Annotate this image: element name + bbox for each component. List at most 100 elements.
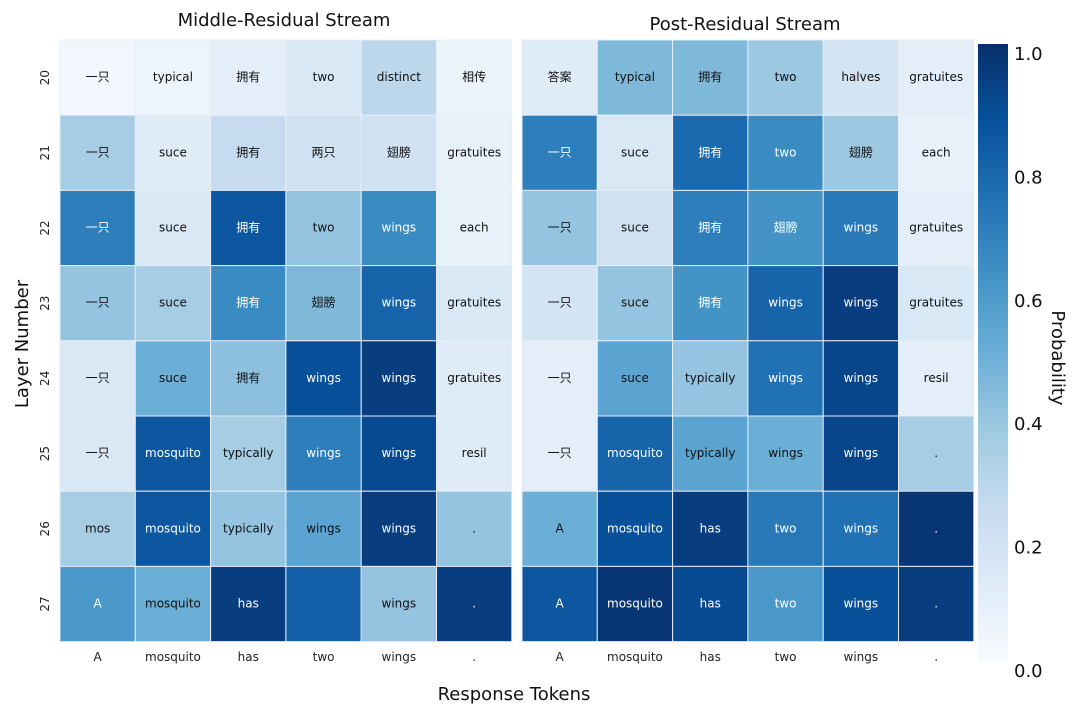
cell-token-label: each — [460, 221, 489, 235]
cell-token-label: typical — [615, 70, 655, 84]
cell-token-label: 拥有 — [698, 70, 722, 84]
heatmap-cell — [134, 114, 212, 191]
middle-residual-title: Middle-Residual Stream — [178, 10, 391, 31]
heatmap-cell — [436, 340, 513, 417]
cell-token-label: 相传 — [462, 69, 486, 84]
cell-token-label: . — [934, 446, 938, 460]
cell-token-label: two — [313, 221, 335, 235]
cell-token-label: each — [922, 145, 951, 159]
cell-token-label: 一只 — [86, 446, 110, 460]
heatmap-cell — [134, 265, 212, 342]
cell-token-label: 拥有 — [236, 221, 260, 235]
heatmap-cell — [59, 39, 136, 116]
heatmap-cell — [436, 415, 513, 492]
x-tick-label: wings — [844, 650, 879, 664]
x-tick-label: A — [94, 650, 103, 664]
cell-token-label: wings — [768, 371, 803, 385]
colorbar-tick-label: 0.0 — [1014, 661, 1043, 682]
heatmap-cell — [672, 39, 749, 116]
cell-token-label: 拥有 — [236, 70, 260, 84]
cell-token-label: gratuites — [447, 371, 501, 385]
cell-token-label: 一只 — [548, 221, 572, 235]
heatmap-cell — [898, 39, 975, 116]
heatmap-cell — [210, 565, 287, 643]
heatmap-cell — [521, 340, 598, 417]
heatmap-cell — [436, 189, 513, 267]
cell-token-label: mosquito — [145, 446, 201, 460]
x-tick-label: . — [934, 650, 938, 664]
heatmap-cell — [210, 490, 287, 567]
heatmap-cell — [672, 114, 749, 191]
cell-token-label: mosquito — [145, 521, 201, 535]
x-tick-label: A — [556, 650, 565, 664]
x-tick-label: has — [238, 650, 259, 664]
cell-token-label: wings — [844, 371, 879, 385]
cell-token-label: 一只 — [548, 446, 572, 460]
cell-token-label: suce — [159, 371, 187, 385]
heatmap-cell — [436, 565, 513, 643]
cell-token-label: typically — [223, 521, 273, 535]
heatmap-cell — [822, 415, 900, 492]
cell-token-label: suce — [621, 145, 649, 159]
colorbar-ticks: 0.0 0.2 0.4 0.6 0.8 1.0 — [1014, 44, 1043, 682]
y-tick-label: 20 — [38, 70, 52, 85]
y-tick-label: 21 — [38, 145, 52, 160]
x-tick-label: . — [472, 650, 476, 664]
y-tick-label: 25 — [38, 446, 52, 461]
heatmap-cell — [436, 39, 513, 116]
heatmap-cell — [210, 340, 287, 417]
heatmap-cell — [672, 265, 749, 342]
heatmap-cell — [898, 490, 975, 567]
heatmap-cell — [436, 114, 513, 191]
cell-token-label: two — [775, 70, 797, 84]
heatmap-cell — [285, 565, 362, 643]
cell-token-label: wings — [382, 371, 417, 385]
cell-token-label: 翅膀 — [774, 220, 798, 235]
cell-token-label: A — [556, 521, 565, 535]
colorbar-tick-label: 0.4 — [1014, 414, 1043, 435]
heatmap-cell — [672, 340, 749, 417]
heatmap-cell — [747, 490, 824, 567]
heatmap-cell — [521, 39, 598, 116]
cell-token-label: suce — [621, 221, 649, 235]
x-tick-label: mosquito — [145, 650, 201, 664]
cell-token-label: suce — [621, 371, 649, 385]
cell-token-label: typically — [685, 371, 735, 385]
cell-token-label: wings — [382, 221, 417, 235]
cell-token-label: A — [94, 597, 103, 611]
heatmap-cell — [672, 565, 749, 643]
cell-token-label: wings — [306, 371, 341, 385]
cell-token-label: wings — [768, 296, 803, 310]
cell-token-label: 一只 — [548, 371, 572, 385]
heatmap-cell — [360, 265, 438, 342]
cell-token-label: . — [472, 521, 476, 535]
cell-token-label: 一只 — [548, 296, 572, 310]
heatmap-cell — [747, 265, 824, 342]
cell-token-label: two — [313, 70, 335, 84]
colorbar — [978, 44, 1008, 662]
cell-token-label: wings — [768, 446, 803, 460]
heatmap-cell — [747, 39, 824, 116]
colorbar-label: Probability — [1047, 310, 1068, 405]
cell-token-label: 拥有 — [698, 296, 722, 310]
cell-token-label: resil — [462, 446, 487, 460]
cell-token-label: mosquito — [607, 597, 663, 611]
cell-token-label: 翅膀 — [312, 295, 336, 310]
cell-token-label: has — [238, 597, 259, 611]
cell-token-label: 拥有 — [236, 371, 260, 385]
heatmap-cell — [134, 189, 212, 267]
y-tick-label: 22 — [38, 220, 52, 235]
heatmap-cell — [59, 265, 136, 342]
heatmap-cell — [898, 189, 975, 267]
x-axis-label: Response Tokens — [438, 684, 591, 705]
colorbar-tick-label: 0.8 — [1014, 167, 1043, 188]
heatmap-cell — [285, 265, 362, 342]
heatmap-cell — [134, 39, 212, 116]
heatmap-cell — [360, 189, 438, 267]
cell-token-label: wings — [844, 296, 879, 310]
heatmap-cell — [596, 565, 674, 643]
x-tick-label: two — [313, 650, 335, 664]
cell-token-label: A — [556, 597, 565, 611]
heatmap-cell — [747, 565, 824, 643]
